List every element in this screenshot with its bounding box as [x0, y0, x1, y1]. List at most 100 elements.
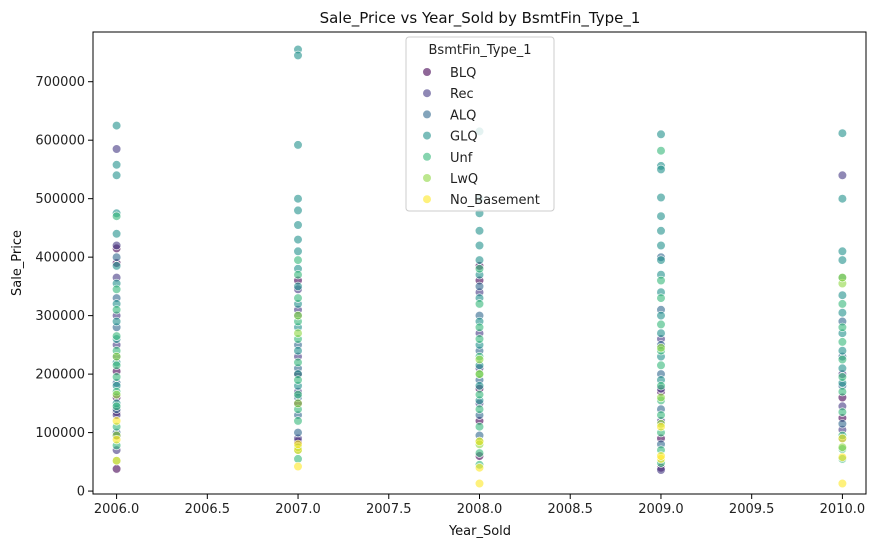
legend-marker-unf: [423, 152, 431, 161]
point-no-basement-14: [837, 433, 848, 444]
point-glq-0: [111, 120, 122, 131]
point-unf-3: [111, 401, 122, 411]
point-unf-6: [111, 360, 122, 370]
point-lwq-12: [656, 343, 666, 353]
point-glq-15: [293, 140, 303, 150]
point-unf-11: [111, 211, 122, 221]
point-no-basement-13: [837, 452, 848, 462]
point-unf-22: [293, 270, 303, 280]
point-unf-53: [837, 372, 848, 382]
point-lwq-6: [293, 311, 303, 321]
chart-title: Sale_Price vs Year_Sold by BsmtFin_Type_…: [320, 9, 641, 28]
point-unf-47: [656, 275, 666, 286]
point-unf-57: [837, 299, 848, 309]
x-tick-label-0: 2006.0: [94, 502, 140, 517]
point-glq-14: [293, 50, 303, 61]
y-tick-label-6: 600000: [35, 134, 85, 149]
legend-marker-lwq: [423, 174, 431, 182]
point-no-basement-0: [111, 456, 122, 466]
point-lwq-13: [837, 442, 848, 452]
point-unf-5: [111, 372, 122, 382]
point-rec-6: [111, 240, 122, 251]
legend-label-rec: Rec: [450, 87, 474, 102]
point-glq-1: [111, 160, 122, 170]
point-unf-43: [656, 360, 666, 370]
point-lwq-2: [111, 352, 122, 362]
y-tick-label-0: 0: [77, 485, 85, 500]
point-glq-56: [837, 194, 848, 204]
point-no-basement-2: [111, 416, 122, 426]
point-unf-36: [656, 146, 666, 156]
point-glq-33: [474, 255, 485, 265]
point-no-basement-10: [656, 451, 666, 461]
point-glq-41: [656, 129, 666, 139]
point-glq-8: [111, 316, 122, 327]
point-glq-51: [656, 311, 666, 321]
point-unf-27: [474, 422, 485, 432]
point-alq-7: [293, 428, 303, 438]
point-no-basement-11: [656, 422, 666, 432]
point-glq-16: [293, 194, 303, 204]
point-unf-10: [111, 284, 122, 294]
point-no-basement-6: [474, 478, 485, 489]
point-glq-64: [837, 363, 848, 373]
point-lwq-4: [293, 398, 303, 409]
point-glq-22: [293, 281, 303, 292]
point-glq-31: [474, 226, 485, 236]
point-glq-43: [656, 164, 666, 174]
point-glq-63: [837, 346, 848, 356]
y-tick-label-4: 400000: [35, 251, 85, 266]
point-unf-34: [474, 299, 485, 309]
legend-label-unf: Unf: [450, 151, 473, 166]
x-tick-label-6: 2009.0: [638, 502, 684, 517]
point-glq-20: [293, 246, 303, 256]
point-unf-21: [293, 293, 303, 303]
point-lwq-11: [656, 392, 666, 403]
point-rec-20: [837, 170, 848, 180]
point-no-basement-1: [111, 435, 122, 445]
point-lwq-1: [111, 390, 122, 400]
point-glq-55: [837, 128, 848, 138]
point-glq-39: [474, 381, 485, 391]
legend-marker-rec: [423, 89, 431, 98]
point-unf-40: [656, 410, 666, 420]
point-unf-28: [474, 404, 485, 414]
point-unf-8: [111, 331, 122, 341]
point-no-basement-8: [474, 436, 485, 447]
point-alq-6: [111, 252, 122, 262]
point-unf-32: [474, 334, 485, 344]
x-tick-label-1: 2006.5: [185, 502, 231, 517]
point-glq-45: [656, 211, 666, 221]
x-tick-label-5: 2008.5: [547, 502, 593, 517]
legend-items: BLQ Rec ALQ GLQ Unf LwQ No_Basement: [423, 66, 540, 208]
legend: BsmtFin_Type_1 BLQ Rec ALQ GLQ Unf LwQ No_Base…: [405, 36, 555, 212]
point-glq-57: [837, 246, 848, 256]
point-unf-17: [293, 375, 303, 385]
point-unf-45: [656, 319, 666, 330]
point-alq-18: [474, 281, 485, 292]
point-lwq-9: [474, 354, 485, 365]
y-tick-label-3: 300000: [35, 309, 85, 324]
y-axis-title: Sale_Price: [10, 230, 25, 296]
point-unf-56: [837, 322, 848, 332]
point-glq-5: [111, 261, 122, 271]
point-glq-46: [656, 226, 666, 236]
points-layer: [111, 44, 848, 489]
point-no-basement-12: [837, 478, 848, 489]
legend-label-alq: ALQ: [450, 108, 476, 123]
point-glq-19: [293, 235, 303, 245]
x-axis-title: Year_Sold: [448, 524, 511, 539]
point-unf-14: [293, 416, 303, 426]
point-glq-61: [837, 308, 848, 318]
y-axis: 0 100000 200000 300000 400000 500000 600000 700…: [35, 75, 93, 500]
point-glq-58: [837, 255, 848, 265]
point-glq-44: [656, 192, 666, 203]
y-tick-label-1: 100000: [35, 426, 85, 441]
point-rec-0: [111, 144, 122, 154]
point-unf-42: [656, 381, 666, 391]
point-unf-35: [474, 264, 485, 274]
point-glq-60: [837, 290, 848, 300]
x-tick-label-4: 2008.0: [457, 502, 503, 517]
point-alq-26: [837, 419, 848, 429]
legend-box: [405, 36, 555, 212]
